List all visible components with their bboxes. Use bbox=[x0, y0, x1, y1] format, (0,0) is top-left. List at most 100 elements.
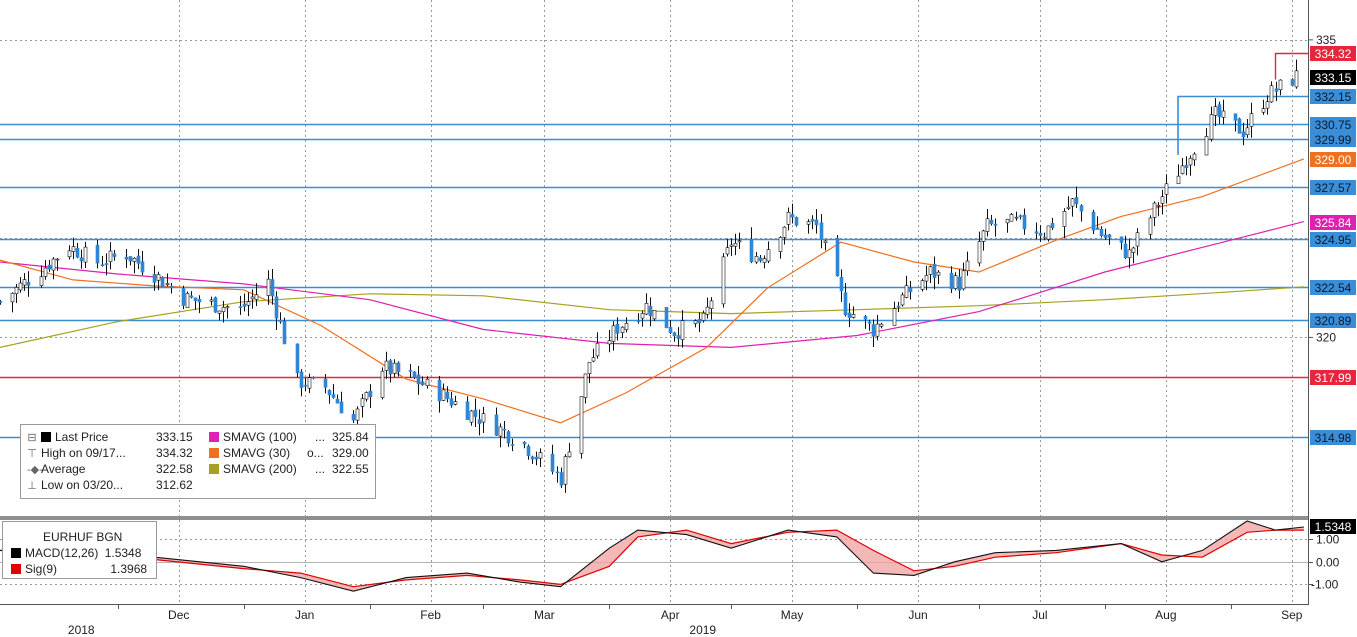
candle-up bbox=[640, 313, 645, 319]
candle-down bbox=[1103, 234, 1108, 238]
candle-up bbox=[266, 278, 271, 296]
candle-down bbox=[664, 307, 669, 329]
candle-down bbox=[152, 273, 157, 283]
legend-signal: Sig(9) 1.3968 bbox=[11, 562, 147, 577]
level-segment bbox=[1177, 95, 1308, 155]
legend-high: ⊤ High on 09/17... 334.32 bbox=[27, 446, 193, 461]
candle-up bbox=[904, 285, 909, 298]
candle-up bbox=[624, 323, 629, 330]
candle-down bbox=[1290, 79, 1295, 86]
candle-up bbox=[1294, 70, 1299, 88]
candle-up bbox=[453, 401, 458, 405]
candle-up bbox=[1221, 110, 1226, 118]
candle-down bbox=[555, 471, 560, 474]
candle-down bbox=[672, 332, 677, 337]
candle-up bbox=[611, 325, 616, 342]
candle-up bbox=[1176, 175, 1181, 185]
macd-line bbox=[0, 520, 1304, 592]
candle-down bbox=[1241, 131, 1246, 138]
price-tag-label: 327.57 bbox=[1315, 181, 1352, 195]
year-label: 2019 bbox=[689, 623, 716, 637]
candle-down bbox=[949, 272, 954, 290]
candle-up bbox=[583, 373, 588, 398]
candle-up bbox=[725, 247, 730, 255]
high-marker-line bbox=[1274, 52, 1308, 80]
candle-down bbox=[1042, 236, 1047, 239]
candle-down bbox=[506, 431, 511, 444]
candle-down bbox=[408, 370, 413, 372]
candle-up bbox=[1188, 157, 1193, 166]
macd-tag-label: 1.5348 bbox=[1315, 520, 1352, 534]
candle-down bbox=[323, 378, 328, 388]
price-tag-label: 325.84 bbox=[1315, 216, 1352, 230]
candle-up bbox=[567, 451, 572, 458]
candle-up bbox=[680, 320, 685, 340]
candle-up bbox=[595, 342, 600, 357]
candle-down bbox=[339, 401, 344, 414]
candle-up bbox=[14, 287, 19, 295]
candle-down bbox=[169, 285, 174, 288]
candle-up bbox=[1070, 198, 1075, 207]
legend-swatch-last bbox=[41, 432, 51, 442]
candle-down bbox=[510, 444, 515, 446]
candle-down bbox=[412, 371, 417, 378]
candle-up bbox=[806, 221, 811, 225]
candle-down bbox=[295, 343, 300, 374]
candle-down bbox=[449, 398, 454, 406]
candle-up bbox=[782, 226, 787, 238]
candle-up bbox=[620, 326, 625, 333]
candle-down bbox=[534, 456, 539, 460]
candle-up bbox=[981, 230, 986, 242]
price-tag-bg bbox=[1310, 232, 1356, 247]
year-label: 2018 bbox=[68, 623, 95, 637]
candle-down bbox=[790, 214, 795, 218]
candle-up bbox=[1261, 108, 1266, 113]
candle-down bbox=[1038, 232, 1043, 236]
candle-up bbox=[380, 370, 385, 398]
candle-up bbox=[563, 456, 568, 485]
candle-up bbox=[591, 357, 596, 362]
candle-up bbox=[965, 260, 970, 272]
candle-up bbox=[823, 240, 828, 244]
candle-down bbox=[477, 419, 482, 424]
candle-up bbox=[737, 240, 742, 243]
signal-line bbox=[0, 529, 1304, 588]
candle-down bbox=[863, 316, 868, 320]
candle-down bbox=[1095, 227, 1100, 230]
candle-up bbox=[39, 276, 44, 286]
legend-swatch-sma30 bbox=[209, 448, 219, 458]
candle-down bbox=[124, 256, 129, 260]
x-tick-label: Dec bbox=[168, 608, 189, 622]
candle-down bbox=[502, 428, 507, 431]
candle-up bbox=[254, 294, 259, 300]
candle-down bbox=[140, 261, 145, 273]
candle-up bbox=[733, 243, 738, 247]
candle-down bbox=[1217, 104, 1222, 118]
candle-down bbox=[47, 264, 52, 270]
candle-up bbox=[1265, 101, 1270, 109]
candle-up bbox=[778, 237, 783, 252]
candle-up bbox=[961, 270, 966, 290]
candle-down bbox=[839, 276, 844, 292]
price-tag-bg bbox=[1310, 313, 1356, 328]
price-tag-label: 332.15 bbox=[1315, 90, 1352, 104]
legend-last-price: ⊟ Last Price 333.15 bbox=[27, 430, 192, 445]
collapse-icon[interactable]: ⊟ bbox=[27, 432, 37, 444]
candle-up bbox=[1152, 202, 1157, 218]
horizontal-levels bbox=[0, 52, 1308, 439]
candle-up bbox=[538, 452, 543, 459]
candle-up bbox=[1156, 204, 1161, 207]
candle-up bbox=[693, 320, 698, 324]
macd-lines bbox=[0, 520, 1304, 592]
candle-down bbox=[104, 263, 109, 265]
legend-value: 322.55 bbox=[332, 462, 369, 476]
candle-down bbox=[749, 238, 754, 263]
candle-down bbox=[1034, 231, 1039, 234]
macd-grid bbox=[0, 520, 1308, 604]
candle-up bbox=[644, 303, 649, 315]
candle-down bbox=[794, 216, 799, 226]
legend-label: MACD(12,26) bbox=[25, 546, 99, 560]
legend-low: ⊥ Low on 03/20... 312.62 bbox=[27, 478, 193, 493]
